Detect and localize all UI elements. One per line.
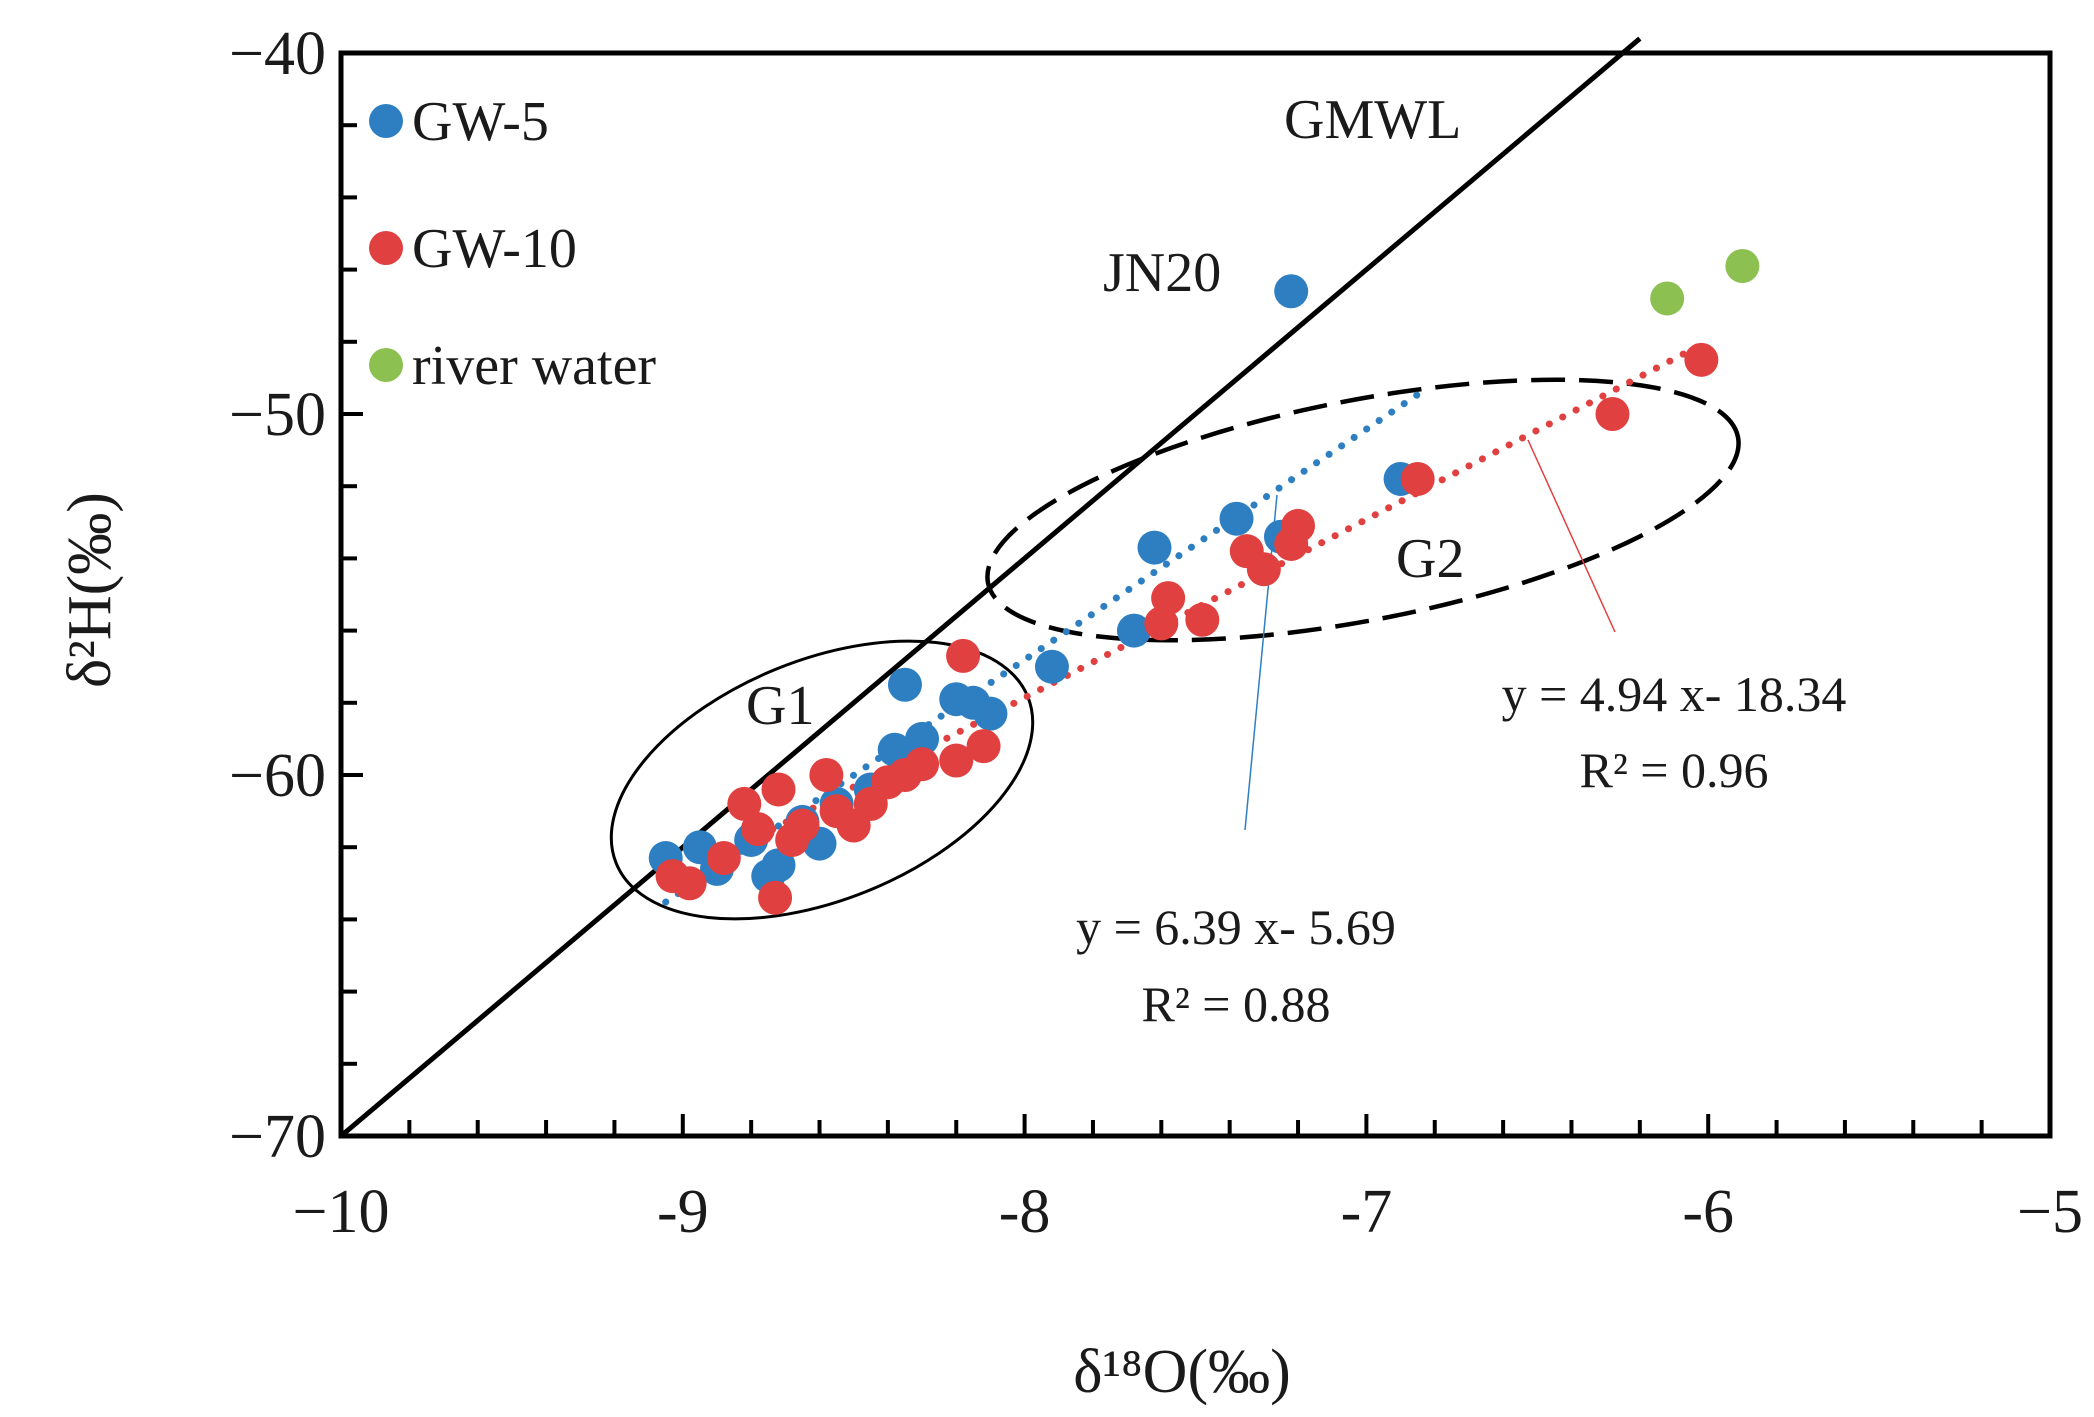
point-gw10-26 [1595,397,1630,431]
gmwl-label: GMWL [1284,89,1461,151]
leader-line-gw10 [1527,439,1616,633]
legend-label-river: river water [412,335,656,397]
point-gw10-4 [740,812,775,847]
point-gw10-5 [761,772,796,807]
equation-gw5: y = 6.39 x- 5.69 [1076,899,1396,955]
x-tick-label: −5 [2017,1178,2083,1246]
point-gw10-1 [672,866,707,901]
point-gw10-19 [1151,581,1186,616]
point-gw10-16 [946,638,981,673]
r2-gw10: R² = 0.96 [1579,742,1768,798]
data-points [648,248,1760,915]
legend-marker-gw5 [369,104,403,138]
r2-gw5: R² = 0.88 [1141,976,1330,1032]
legend-label-gw5: GW-5 [412,91,549,153]
equation-gw10: y = 4.94 x- 18.34 [1502,666,1847,722]
x-tick-labels: −10 -9 -8 -7 -6 −5 [293,1178,2083,1246]
point-gw10-3 [727,786,762,821]
group-g2-ellipse [985,377,1741,643]
point-river-0 [1650,281,1685,316]
point-gw5-20 [1219,501,1254,536]
point-gw10-2 [706,841,741,876]
x-axis-title: δ¹⁸O(‰) [1073,1338,1290,1406]
point-gw10-17 [966,729,1001,764]
y-axis-title: δ²H(‰) [56,492,124,688]
point-gw5-13 [887,667,922,702]
y-tick-label: −60 [229,742,326,810]
trendline-gw5 [662,391,1422,906]
point-gw5-12 [905,721,940,756]
point-gw10-20 [1185,602,1220,637]
y-tick-labels: −70 −60 −50 −40 [229,20,326,1171]
point-gw10-22 [1246,552,1281,587]
y-tick-label: −50 [229,381,326,449]
point-gw10-7 [785,808,820,843]
axis-ticks [339,51,2052,1138]
legend-label-gw10: GW-10 [412,218,577,280]
y-tick-label: −40 [229,20,326,88]
point-gw10-24 [1281,508,1316,543]
y-tick-label: −70 [229,1103,326,1171]
x-tick-label: −10 [293,1178,390,1246]
g2-label: G2 [1396,528,1464,590]
legend-marker-gw10 [369,231,403,265]
gmwl-line [339,36,1642,1138]
point-gw5-16 [973,696,1008,731]
plot-frame [338,50,2053,1139]
x-tick-label: -9 [657,1178,709,1246]
point-gw10-25 [1400,461,1435,496]
point-gw10-15 [939,743,974,778]
point-gw10-14 [905,747,940,782]
x-tick-label: -7 [1341,1178,1393,1246]
x-tick-label: -6 [1682,1178,1734,1246]
jn20-label: JN20 [1103,242,1221,304]
point-gw5-17 [1034,649,1069,684]
point-gw10-28 [758,880,793,915]
point-gw5-5 [761,848,796,883]
legend-marker-river [369,348,403,382]
point-gw10-27 [1684,342,1719,377]
x-tick-label: -8 [999,1178,1051,1246]
g1-label: G1 [746,675,814,737]
legend: GW-5 GW-10 river water [369,91,656,397]
point-gw5-18 [1116,613,1151,648]
point-gw5-23 [1274,274,1309,309]
point-river-1 [1725,248,1760,283]
point-gw10-8 [809,758,844,792]
point-gw5-19 [1137,530,1172,565]
